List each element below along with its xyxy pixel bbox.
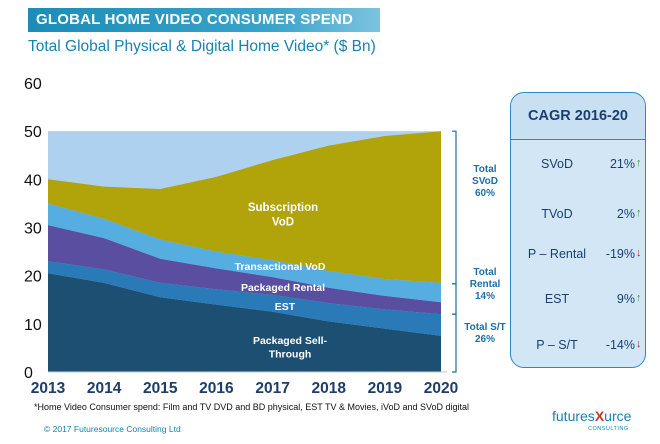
- cagr-value: -19%: [605, 247, 635, 261]
- logo-x: X: [594, 408, 605, 424]
- footnote: *Home Video Consumer spend: Film and TV …: [34, 402, 470, 412]
- area-label-tvod: Transactional VoD: [235, 261, 326, 273]
- cagr-label: TVoD: [541, 207, 573, 221]
- cagr-panel: CAGR 2016-20 SVoD 21% ↑ TVoD 2% ↑ P – Rental -1…: [510, 92, 646, 368]
- share-label-1: 14%: [475, 291, 495, 302]
- area-label-sellthrough: Packaged Sell-: [253, 335, 328, 347]
- cagr-row: EST 9% ↑: [511, 292, 645, 316]
- cagr-label: EST: [544, 292, 570, 306]
- x-tick-label: 2020: [424, 380, 458, 397]
- share-label-1: Total: [473, 267, 496, 278]
- share-label-0: Total: [473, 164, 496, 175]
- arrow-up-icon: ↑: [636, 207, 642, 219]
- arrow-up-icon: ↑: [636, 292, 642, 304]
- cagr-label: P – S/T: [536, 338, 578, 352]
- logo-subtitle: CONSULTING: [588, 426, 629, 432]
- area-label-svod: VoD: [272, 217, 294, 229]
- area-series-2: [48, 225, 441, 315]
- area-label-rental: Packaged Rental: [241, 282, 325, 294]
- logo-text-pre: futures: [552, 408, 595, 424]
- logo-text-post: urce: [604, 408, 632, 424]
- arrow-down-icon: ↓: [636, 338, 642, 350]
- chart-subtitle: Total Global Physical & Digital Home Vid…: [28, 38, 376, 55]
- bracket-sellthrough: [452, 313, 457, 373]
- y-tick-label: 50: [24, 124, 42, 141]
- cagr-label: SVoD: [541, 157, 573, 171]
- y-tick-label: 0: [24, 365, 33, 382]
- x-tick-label: 2019: [368, 380, 403, 397]
- x-tick-label: 2014: [87, 380, 122, 397]
- area-series-0: [48, 273, 441, 372]
- cagr-value: 2%: [616, 207, 635, 221]
- area-series-1: [48, 261, 441, 336]
- copyright: © 2017 Futuresource Consulting Ltd: [44, 424, 181, 434]
- cagr-value: 21%: [609, 157, 635, 171]
- x-tick-label: 2016: [199, 380, 234, 397]
- arrow-down-icon: ↓: [636, 247, 642, 259]
- cagr-row: SVoD 21% ↑: [511, 157, 645, 181]
- area-label-sellthrough: Through: [269, 349, 312, 361]
- area-series-3: [48, 203, 441, 303]
- share-label-2: Total S/T: [464, 322, 505, 333]
- y-tick-label: 10: [24, 317, 42, 334]
- x-tick-label: 2018: [311, 380, 346, 397]
- arrow-up-icon: ↑: [636, 157, 642, 169]
- cagr-row: TVoD 2% ↑: [511, 207, 645, 231]
- share-label-0: SVoD: [472, 176, 498, 187]
- y-tick-label: 20: [24, 269, 42, 286]
- area-label-svod: Subscription: [248, 202, 318, 214]
- bracket-rental: [452, 283, 457, 315]
- page-title: GLOBAL HOME VIDEO CONSUMER SPEND OUTLOOK: [28, 8, 380, 52]
- cagr-label: P – Rental: [527, 247, 587, 261]
- cagr-title: CAGR 2016-20: [511, 93, 645, 140]
- y-tick-label: 40: [24, 172, 42, 189]
- cagr-row: P – S/T -14% ↓: [511, 338, 645, 362]
- share-label-0: 60%: [475, 188, 495, 199]
- futuresource-logo: futuresXurce: [552, 408, 631, 424]
- cagr-value: 9%: [616, 292, 635, 306]
- cagr-row: P – Rental -19% ↓: [511, 247, 645, 271]
- x-tick-label: 2017: [255, 380, 289, 397]
- share-label-1: Rental: [470, 279, 501, 290]
- x-tick-label: 2015: [143, 380, 178, 397]
- x-tick-label: 2013: [31, 380, 66, 397]
- area-series-4: [48, 131, 441, 283]
- y-tick-label: 60: [24, 76, 42, 93]
- share-label-2: 26%: [475, 334, 495, 345]
- cagr-value: -14%: [605, 338, 635, 352]
- bracket-svod: [452, 130, 457, 285]
- y-tick-label: 30: [24, 221, 42, 238]
- area-label-est: EST: [275, 301, 296, 313]
